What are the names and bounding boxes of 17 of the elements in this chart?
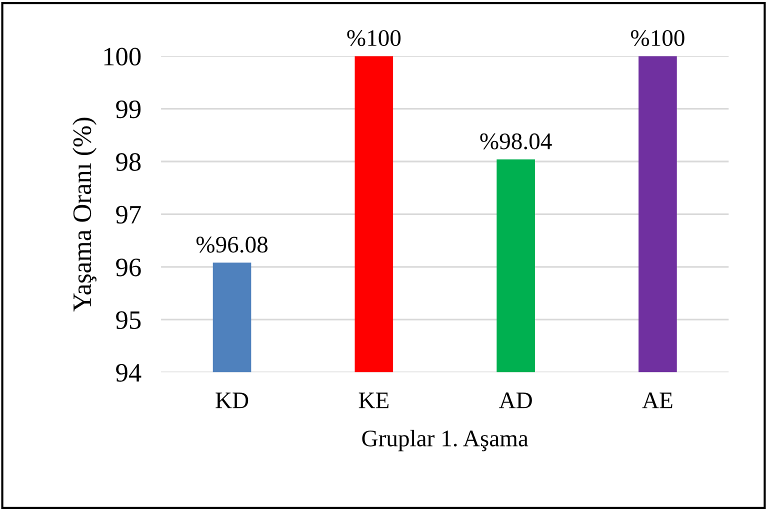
y-tick-label: 96 (116, 258, 141, 276)
y-tick-label: 98 (116, 153, 141, 171)
y-tick-label: 94 (116, 364, 142, 382)
x-tick-label: KD (216, 392, 248, 408)
data-label: %100 (630, 30, 684, 46)
data-label: %98.04 (480, 133, 552, 150)
y-tick-label: 95 (116, 311, 141, 330)
y-tick-label: 97 (116, 206, 141, 224)
x-axis-title: Gruplar 1. Aşama (362, 430, 528, 452)
data-label: %96.08 (196, 236, 268, 253)
x-tick-label: AD (498, 392, 532, 408)
x-tick-label: AE (642, 392, 672, 408)
y-tick-label: 99 (116, 100, 141, 118)
y-tick-label: 100 (104, 48, 141, 66)
y-axis-title: Yaşama Oranı (%) (72, 118, 96, 312)
data-label: %100 (347, 30, 401, 46)
x-tick-label: KE (358, 392, 388, 408)
